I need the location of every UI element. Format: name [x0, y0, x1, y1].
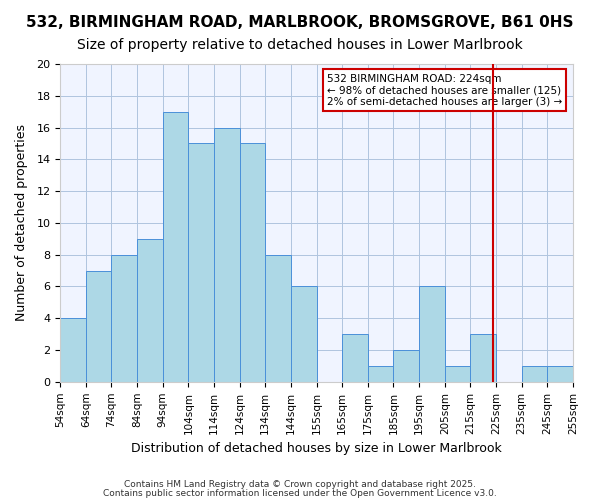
- Bar: [394, 350, 419, 382]
- Text: Contains public sector information licensed under the Open Government Licence v3: Contains public sector information licen…: [103, 488, 497, 498]
- Bar: [188, 144, 214, 382]
- Y-axis label: Number of detached properties: Number of detached properties: [15, 124, 28, 322]
- Text: 532 BIRMINGHAM ROAD: 224sqm
← 98% of detached houses are smaller (125)
2% of sem: 532 BIRMINGHAM ROAD: 224sqm ← 98% of det…: [327, 74, 562, 106]
- Bar: [368, 366, 394, 382]
- Bar: [265, 254, 291, 382]
- Bar: [470, 334, 496, 382]
- Bar: [214, 128, 239, 382]
- Bar: [60, 318, 86, 382]
- Bar: [86, 270, 112, 382]
- Bar: [521, 366, 547, 382]
- Bar: [419, 286, 445, 382]
- Bar: [112, 254, 137, 382]
- Text: 532, BIRMINGHAM ROAD, MARLBROOK, BROMSGROVE, B61 0HS: 532, BIRMINGHAM ROAD, MARLBROOK, BROMSGR…: [26, 15, 574, 30]
- Bar: [445, 366, 470, 382]
- Text: Size of property relative to detached houses in Lower Marlbrook: Size of property relative to detached ho…: [77, 38, 523, 52]
- Bar: [342, 334, 368, 382]
- X-axis label: Distribution of detached houses by size in Lower Marlbrook: Distribution of detached houses by size …: [131, 442, 502, 455]
- Bar: [291, 286, 317, 382]
- Text: Contains HM Land Registry data © Crown copyright and database right 2025.: Contains HM Land Registry data © Crown c…: [124, 480, 476, 489]
- Bar: [137, 239, 163, 382]
- Bar: [547, 366, 573, 382]
- Bar: [239, 144, 265, 382]
- Bar: [163, 112, 188, 382]
